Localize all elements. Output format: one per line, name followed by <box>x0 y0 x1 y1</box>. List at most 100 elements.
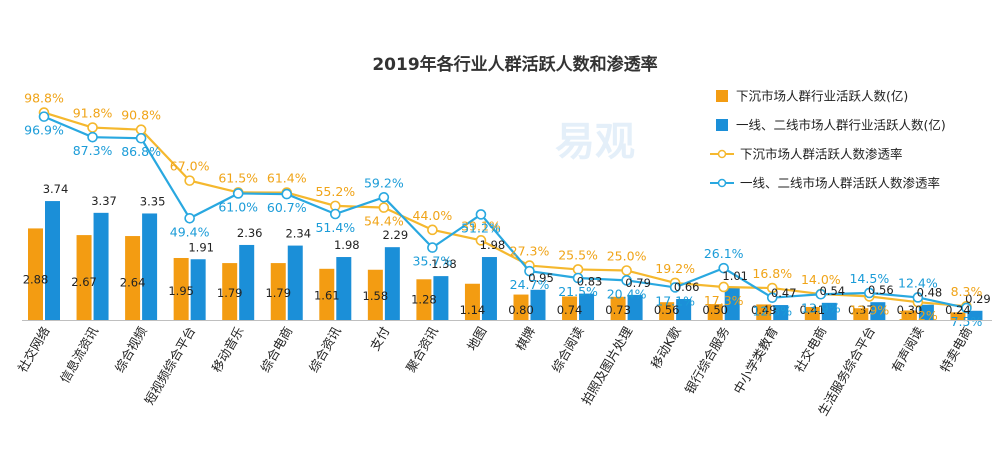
point-tier12-0 <box>38 111 50 122</box>
bar-lower-tier-3 <box>173 257 189 320</box>
bar-tier12-15 <box>773 305 789 320</box>
point-lower-tier-9 <box>475 235 487 246</box>
x-tick-label-7: 支付 <box>367 324 392 353</box>
pct-label-lower-tier-11: 25.5% <box>558 247 598 262</box>
pct-label-tier12-11: 21.5% <box>558 284 598 299</box>
x-tick-label-15: 中小学类教育 <box>730 324 780 396</box>
value-label-lower-tier-9: 1.14 <box>460 303 486 317</box>
line-tier12 <box>43 115 967 310</box>
point-tier12-19 <box>961 302 972 314</box>
x-tick-label-11: 综合阅读 <box>549 324 587 375</box>
point-tier12-1 <box>87 131 98 143</box>
pct-label-tier12-6: 51.4% <box>315 220 355 235</box>
pct-label-tier12-16: 13.9% <box>801 300 841 315</box>
bar-tier12-19 <box>967 310 983 320</box>
bar-lower-tier-2 <box>125 236 141 320</box>
pct-label-lower-tier-1: 91.8% <box>73 106 113 121</box>
pct-label-lower-tier-13: 19.2% <box>655 261 695 276</box>
value-label-lower-tier-0: 2.88 <box>23 272 49 286</box>
point-tier12-9 <box>475 209 487 220</box>
pct-label-lower-tier-2: 90.8% <box>121 108 161 123</box>
bar-tier12-1 <box>93 212 109 320</box>
pct-label-tier12-1: 87.3% <box>73 143 113 158</box>
value-label-lower-tier-2: 2.64 <box>120 275 146 289</box>
value-label-tier12-16: 0.54 <box>819 284 845 298</box>
point-tier12-16 <box>815 288 827 300</box>
pct-label-lower-tier-12: 25.0% <box>607 249 647 264</box>
value-label-lower-tier-16: 0.41 <box>799 303 825 317</box>
point-tier12-6 <box>329 208 341 220</box>
x-tick-label-5: 综合电商 <box>257 324 295 375</box>
point-lower-tier-2 <box>135 124 147 135</box>
pct-label-tier12-18: 12.4% <box>898 275 938 290</box>
value-label-lower-tier-5: 1.79 <box>265 286 291 300</box>
pct-label-lower-tier-6: 55.2% <box>315 184 355 199</box>
bar-tier12-13 <box>676 299 692 320</box>
point-tier12-11 <box>572 272 584 284</box>
pct-label-tier12-7: 59.2% <box>364 175 404 190</box>
value-label-tier12-9: 1.98 <box>480 238 506 252</box>
bar-tier12-14 <box>724 287 740 320</box>
pct-label-tier12-5: 60.7% <box>267 200 307 215</box>
value-label-tier12-17: 0.56 <box>868 283 894 297</box>
bar-tier12-7 <box>384 247 400 320</box>
bar-lower-tier-19 <box>950 312 966 320</box>
value-label-tier12-3: 1.91 <box>188 240 214 254</box>
bar-tier12-2 <box>142 213 158 320</box>
value-label-lower-tier-8: 1.28 <box>411 293 437 307</box>
chart-title: 2019年各行业人群活跃人数和渗透率 <box>372 54 657 75</box>
pct-label-tier12-17: 14.5% <box>849 271 889 286</box>
labels-layer: 2.88 3.74 2.67 3.37 2.64 3.35 1.95 1.91 1.79 2.36… <box>23 91 991 329</box>
bar-tier12-3 <box>190 259 206 320</box>
point-lower-tier-12 <box>621 265 632 276</box>
bar-lower-tier-7 <box>367 269 383 320</box>
value-label-tier12-15: 0.47 <box>771 286 797 300</box>
value-label-lower-tier-6: 1.61 <box>314 289 340 303</box>
legend-swatch-marker-2 <box>717 149 727 159</box>
pct-label-tier12-19: 7.5% <box>951 314 983 329</box>
value-label-lower-tier-17: 0.37 <box>848 303 874 317</box>
bar-lower-tier-16 <box>804 306 820 320</box>
pct-label-tier12-2: 86.8% <box>121 144 161 159</box>
pct-label-tier12-9: 51.2% <box>461 220 501 235</box>
bar-lower-tier-14 <box>707 304 723 320</box>
bar-lower-tier-0 <box>28 228 43 320</box>
value-label-lower-tier-12: 0.73 <box>605 303 631 317</box>
value-label-tier12-12: 0.79 <box>625 276 651 290</box>
bar-lower-tier-4 <box>222 263 238 320</box>
value-label-tier12-14: 1.01 <box>722 269 748 283</box>
x-tick-label-12: 拍照及图片处理 <box>578 324 635 408</box>
value-label-lower-tier-18: 0.30 <box>897 303 923 317</box>
legend-label-3: 一线、二线市场人群活跃人数渗透率 <box>740 176 940 191</box>
bar-tier12-8 <box>433 276 449 320</box>
value-label-lower-tier-19: 0.24 <box>945 303 971 317</box>
watermark: 易观 <box>555 119 635 165</box>
bar-tier12-11 <box>579 293 595 320</box>
pct-label-lower-tier-0: 98.8% <box>24 91 64 106</box>
value-label-tier12-8: 1.38 <box>431 257 457 271</box>
pct-label-lower-tier-5: 61.4% <box>267 171 307 186</box>
value-label-tier12-7: 2.29 <box>383 228 409 242</box>
bar-lower-tier-6 <box>319 268 335 320</box>
legend-swatch-1 <box>716 119 728 131</box>
point-lower-tier-14 <box>718 281 730 293</box>
x-tick-label-9: 地图 <box>464 324 489 353</box>
point-tier12-10 <box>524 265 535 277</box>
value-label-lower-tier-3: 1.95 <box>168 284 194 298</box>
bar-tier12-5 <box>287 245 303 320</box>
x-tick-label-10: 棋牌 <box>513 324 538 353</box>
bar-lower-tier-10 <box>513 294 529 320</box>
lines-layer <box>38 107 972 314</box>
pct-label-lower-tier-18: 10.2% <box>898 308 938 323</box>
pct-label-tier12-13: 17.1% <box>655 293 695 308</box>
line-lower-tier <box>43 111 967 308</box>
legend-label-0: 下沉市场人群行业活跃人数(亿) <box>736 89 908 104</box>
pct-label-tier12-8: 35.7% <box>413 254 453 269</box>
bar-lower-tier-8 <box>416 279 432 320</box>
pct-label-lower-tier-4: 61.5% <box>218 170 258 185</box>
pct-label-lower-tier-10: 27.3% <box>510 244 550 259</box>
value-label-tier12-4: 2.36 <box>237 226 263 240</box>
value-label-lower-tier-10: 0.80 <box>508 303 534 317</box>
legend-label-1: 一线、二线市场人群行业活跃人数(亿) <box>736 118 946 133</box>
